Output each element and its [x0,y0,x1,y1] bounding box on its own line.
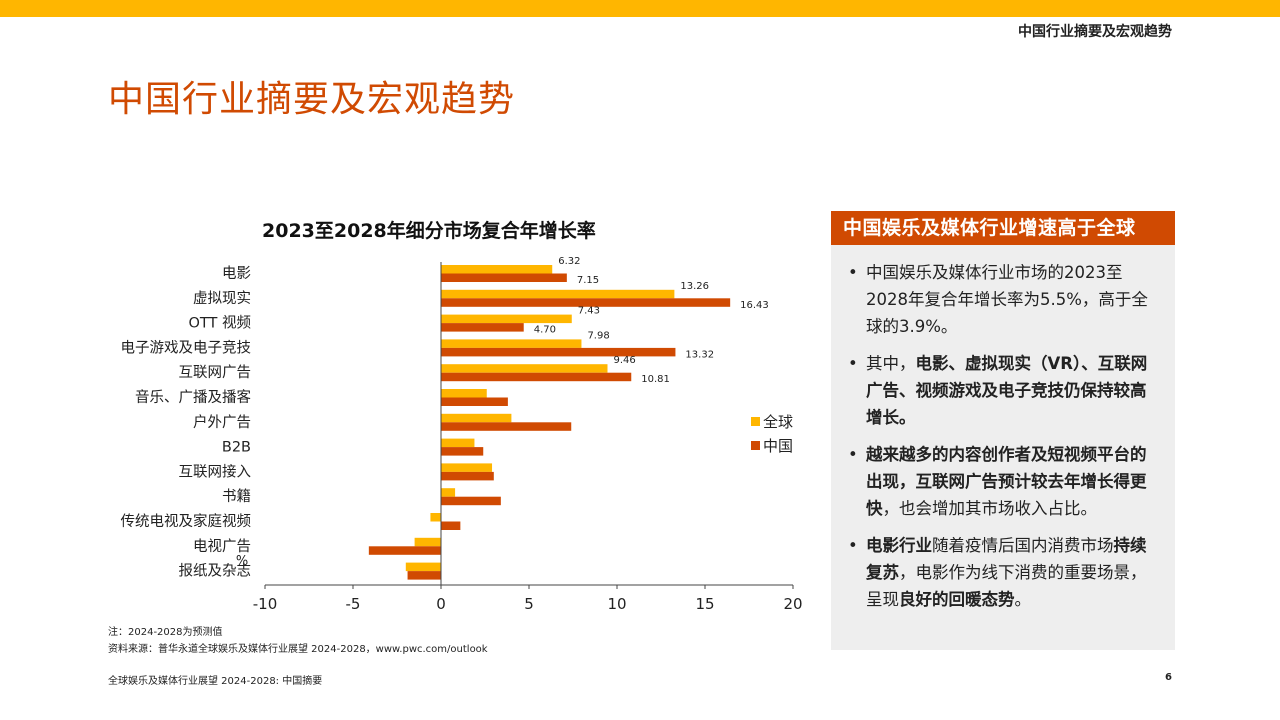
data-label: 9.46 [613,355,635,366]
data-label: 13.32 [685,349,714,360]
bar-global [441,364,608,373]
data-label: 7.43 [578,306,600,317]
bullet-item: 中国娱乐及媒体行业市场的2023至2028年复合年增长率为5.5%，高于全球的3… [847,259,1161,340]
footer-report-title: 全球娱乐及媒体行业展望 2024-2028: 中国摘要 [108,676,323,687]
data-label: 4.70 [534,325,556,336]
category-label: 电影 [222,265,251,282]
bar-global [441,339,582,348]
bar-china [441,471,494,481]
bar-global [441,289,675,299]
bar-china [441,447,484,456]
top-accent-bar [0,0,1280,17]
category-label: 电子游戏及电子竞技 [121,338,252,356]
bar-china [441,372,632,382]
bar-global [441,488,456,497]
legend-swatch [751,441,760,450]
category-label: 书籍 [222,488,251,505]
bullet-text: 越来越多的内容创作者及短视频平台的出现，互联网广告预计较去年增长得更快 [866,445,1147,518]
data-label: 6.32 [558,256,580,267]
bullet-text: 其中， [866,354,916,373]
category-label: 电视广告 [193,538,251,555]
legend-label: 全球 [763,413,793,431]
bar-global [405,562,441,572]
bullet-text: 电影行业 [866,536,932,555]
x-tick-label: 20 [783,595,802,613]
bullet-text: 中国娱乐及媒体行业市场的2023至2028年复合年增长率为5.5%，高于全球的3… [866,263,1148,336]
panel-title: 中国娱乐及媒体行业增速高于全球 [831,211,1175,245]
header-section-label: 中国行业摘要及宏观趋势 [1018,24,1172,40]
bullet-item: 越来越多的内容创作者及短视频平台的出现，互联网广告预计较去年增长得更快，也会增加… [847,441,1161,522]
bar-china [441,422,572,431]
y-axis-unit: % [236,554,248,569]
category-label: 音乐、广播及播客 [135,389,251,406]
bar-global [441,389,487,398]
bullet-text: 。 [1014,590,1032,609]
category-label: 传统电视及家庭视频 [121,513,252,530]
data-label: 13.26 [680,281,709,292]
category-label: B2B [222,440,251,456]
bullet-text: 随着疫情后国内消费市场 [932,536,1114,555]
x-tick-label: 5 [524,595,534,613]
category-label: 互联网接入 [179,463,252,480]
bar-china [368,546,441,555]
bullet-text: 持续复苏 [866,536,1147,582]
bullet-item: 其中，电影、虚拟现实（VR）、互联网广告、视频游戏及电子竞技仍保持较高增长。 [847,350,1161,431]
forecast-note: 注：2024-2028为预测值 [108,627,223,638]
bullet-text: ，电影作为线下消费的重要场景，呈现 [866,563,1147,609]
bar-global [414,537,441,547]
bar-global [441,463,493,472]
summary-panel: 中国娱乐及媒体行业增速高于全球 中国娱乐及媒体行业市场的2023至2028年复合… [831,211,1175,650]
bullet-text: ，也会增加其市场收入占比。 [882,499,1098,518]
bullet-text: 电影、虚拟现实（VR）、互联网广告、视频游戏及电子竞技仍保持较高增长。 [866,354,1148,427]
legend-label: 中国 [763,437,793,455]
x-tick-label: -5 [346,595,361,613]
bar-china [407,571,441,580]
bar-china [441,397,508,406]
bar-china [441,298,731,307]
page-title: 中国行业摘要及宏观趋势 [108,79,516,120]
category-label: 虚拟现实 [193,290,251,307]
category-label: 互联网广告 [179,364,252,381]
category-label: OTT 视频 [189,315,252,332]
bar-global [430,513,441,522]
page-number: 6 [1165,672,1172,683]
bullet-text: 良好的回暖态势 [899,590,1015,609]
x-tick-label: 15 [695,595,714,613]
bar-china [441,323,524,332]
bullet-list: 中国娱乐及媒体行业市场的2023至2028年复合年增长率为5.5%，高于全球的3… [831,245,1175,613]
source-note: 资料来源：普华永道全球娱乐及媒体行业展望 2024-2028，www.pwc.c… [108,644,488,655]
data-label: 7.98 [587,330,609,341]
data-label: 16.43 [740,300,769,311]
chart-title: 2023至2028年细分市场复合年增长率 [262,220,596,242]
bullet-item: 电影行业随着疫情后国内消费市场持续复苏，电影作为线下消费的重要场景，呈现良好的回… [847,532,1161,613]
bar-china [441,347,676,357]
bar-china [441,496,501,506]
legend-swatch [751,417,760,426]
x-tick-label: -10 [253,595,278,613]
x-tick-label: 10 [607,595,626,613]
data-label: 10.81 [641,374,670,385]
bar-china [441,521,461,530]
x-tick-label: 0 [436,595,446,613]
category-label: 报纸及杂志 [179,563,252,580]
bar-global [441,265,553,274]
bar-china [441,273,567,282]
bar-global [441,413,512,423]
bar-global [441,438,475,448]
data-label: 7.15 [577,275,599,286]
category-label: 户外广告 [193,414,251,431]
bar-global [441,314,572,324]
